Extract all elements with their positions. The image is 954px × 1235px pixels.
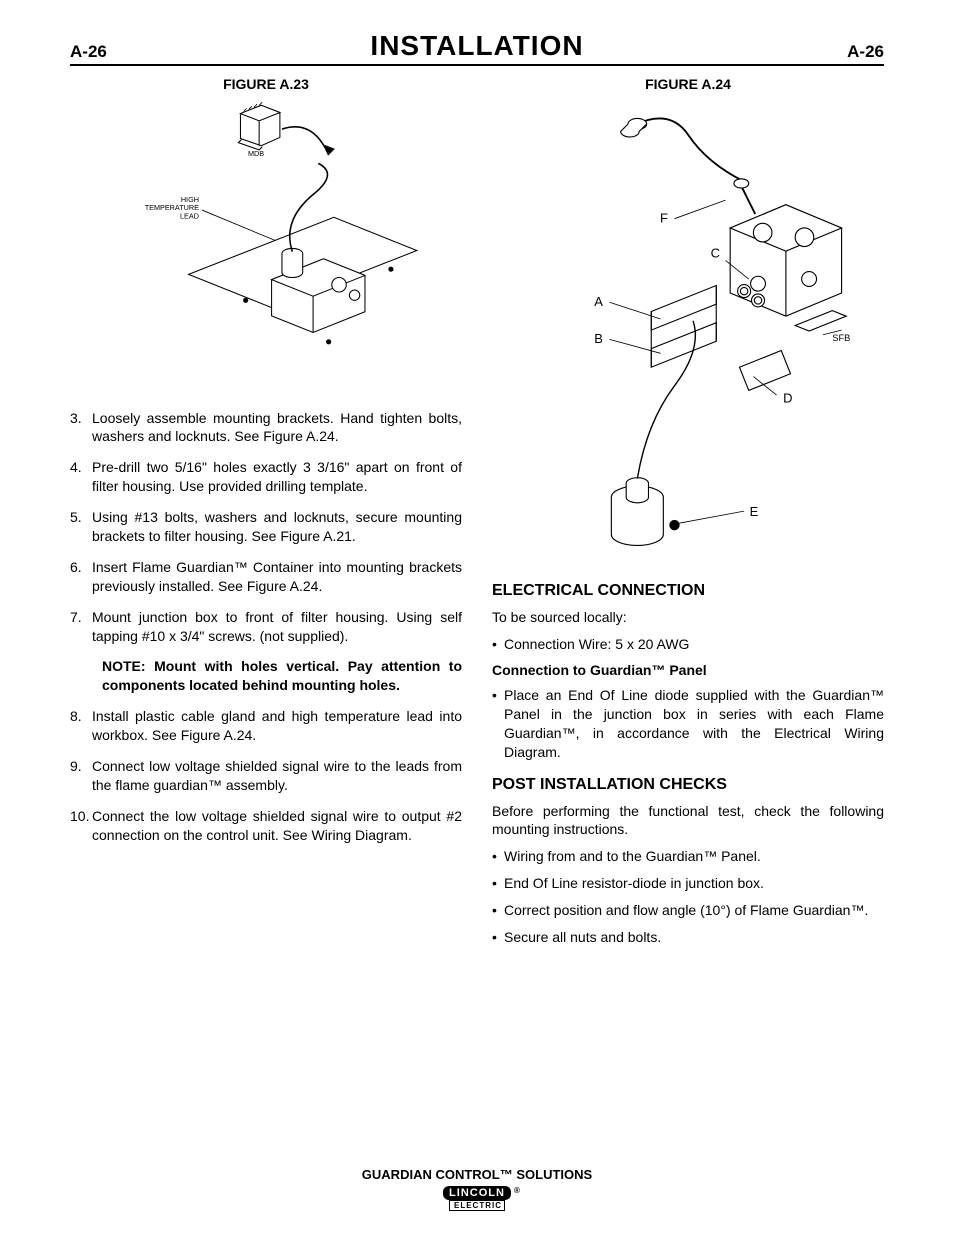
step-3: 3.Loosely assemble mounting brackets. Ha… <box>70 409 462 447</box>
step-8: 8.Install plastic cable gland and high t… <box>70 707 462 745</box>
step-4: 4.Pre-drill two 5/16" holes exactly 3 3/… <box>70 458 462 496</box>
logo-bottom-text: ELECTRIC <box>449 1200 505 1211</box>
note-text: Mount with holes vertical. Pay attention… <box>102 658 462 693</box>
post-bullet-3: Correct position and flow angle (10°) of… <box>492 901 884 920</box>
label-e: E <box>749 504 758 519</box>
logo-registered-icon: ® <box>514 1186 521 1195</box>
post-bullets: Wiring from and to the Guardian™ Panel. … <box>492 847 884 947</box>
label-f: F <box>660 210 668 225</box>
electrical-bullets: Connection Wire: 5 x 20 AWG <box>492 635 884 654</box>
label-b: B <box>594 331 603 346</box>
label-a: A <box>594 294 603 309</box>
figure-a23-svg: MDB HIGH TEMPERATURE LEAD <box>90 98 443 389</box>
right-column: FIGURE A.24 <box>492 76 884 955</box>
post-bullet-2: End Of Line resistor-diode in junction b… <box>492 874 884 893</box>
page-header: A-26 INSTALLATION A-26 <box>70 30 884 66</box>
figure-a23-caption: FIGURE A.23 <box>70 76 462 92</box>
page-number-left: A-26 <box>70 42 107 62</box>
lincoln-logo: LINCOLN ® ELECTRIC <box>443 1186 511 1211</box>
step-6: 6.Insert Flame Guardian™ Container into … <box>70 558 462 596</box>
htl-line3: LEAD <box>180 211 199 220</box>
steps-list-1: 3.Loosely assemble mounting brackets. Ha… <box>70 409 462 646</box>
left-column: FIGURE A.23 MDB HIGH <box>70 76 462 955</box>
figure-a23: MDB HIGH TEMPERATURE LEAD <box>70 98 462 389</box>
footer-product: GUARDIAN CONTROL™ SOLUTIONS <box>0 1167 954 1182</box>
electrical-heading: ELECTRICAL CONNECTION <box>492 582 884 600</box>
connection-bold: Connection to Guardian™ Panel <box>492 662 884 678</box>
step-9: 9.Connect low voltage shielded signal wi… <box>70 757 462 795</box>
step-5: 5.Using #13 bolts, washers and locknuts,… <box>70 508 462 546</box>
post-bullet-4: Secure all nuts and bolts. <box>492 928 884 947</box>
figure-a24-svg: A B C D E F SFB <box>512 98 865 562</box>
page-number-right: A-26 <box>847 42 884 62</box>
post-intro: Before performing the functional test, c… <box>492 802 884 840</box>
label-sfb: SFB <box>832 333 850 343</box>
note-label: NOTE: <box>102 658 146 674</box>
post-heading: POST INSTALLATION CHECKS <box>492 776 884 794</box>
step-10: 10.Connect the low voltage shielded sign… <box>70 807 462 845</box>
label-d: D <box>783 391 792 406</box>
figure-a24: A B C D E F SFB <box>492 98 884 562</box>
section-title: INSTALLATION <box>370 30 583 62</box>
connection-bullets: Place an End Of Line diode supplied with… <box>492 686 884 762</box>
connection-bullet-1: Place an End Of Line diode supplied with… <box>492 686 884 762</box>
page-footer: GUARDIAN CONTROL™ SOLUTIONS LINCOLN ® EL… <box>0 1167 954 1211</box>
post-bullet-1: Wiring from and to the Guardian™ Panel. <box>492 847 884 866</box>
logo-top-text: LINCOLN <box>449 1187 505 1199</box>
electrical-bullet-1: Connection Wire: 5 x 20 AWG <box>492 635 884 654</box>
electrical-intro: To be sourced locally: <box>492 608 884 627</box>
figure-a24-caption: FIGURE A.24 <box>492 76 884 92</box>
mdb-label: MDB <box>248 149 264 158</box>
label-c: C <box>710 246 719 261</box>
step-7: 7.Mount junction box to front of filter … <box>70 608 462 646</box>
steps-list-2: 8.Install plastic cable gland and high t… <box>70 707 462 844</box>
note-block: NOTE: Mount with holes vertical. Pay att… <box>102 657 462 695</box>
